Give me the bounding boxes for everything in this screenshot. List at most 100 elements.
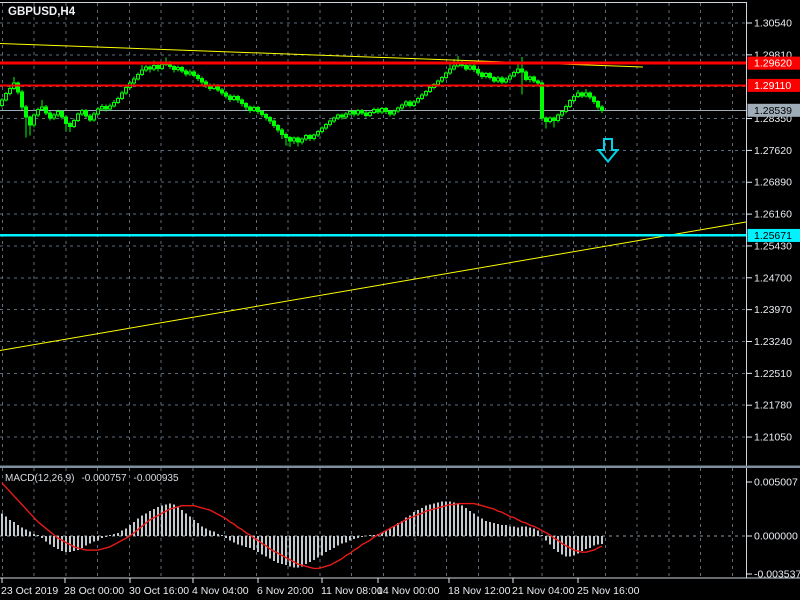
candle-bear	[480, 72, 484, 78]
candle-bull	[320, 127, 324, 133]
time-tick-label: 14 Nov 00:00	[377, 585, 440, 597]
candle-bull	[400, 104, 404, 109]
candle-bull	[144, 66, 148, 71]
candle-bear	[488, 73, 492, 79]
candle-bear	[48, 112, 52, 119]
candle-bear	[196, 74, 200, 79]
candle-bull	[72, 119, 76, 127]
candle-bear	[24, 106, 28, 118]
candlestick-series	[0, 56, 604, 147]
candle-bear	[588, 92, 592, 98]
candle-bull	[304, 135, 308, 140]
candle-bear	[220, 89, 224, 94]
candle-bull	[8, 87, 12, 95]
candle-bull	[328, 120, 332, 126]
candle-bull	[160, 63, 164, 69]
candle-bear	[544, 117, 548, 123]
candle-bull	[396, 107, 400, 112]
candle-bull	[568, 100, 572, 107]
candle-bear	[536, 80, 540, 84]
candle-bull	[548, 117, 552, 123]
candle-bull	[92, 113, 96, 121]
candle-bear	[308, 135, 312, 140]
candle-bull	[136, 73, 140, 80]
candle-bear	[244, 103, 248, 108]
candle-bear	[236, 96, 240, 101]
candle-bear	[592, 96, 596, 103]
candle-bull	[444, 72, 448, 79]
price-badge-label: 1.29110	[754, 80, 791, 92]
price-badge	[747, 103, 800, 117]
candle-bull	[76, 113, 80, 121]
candle-bull	[100, 105, 104, 110]
candle-bear	[248, 106, 252, 111]
candle-bull	[564, 105, 568, 113]
candle-bull	[292, 137, 296, 142]
price-tick-label: 1.27620	[754, 145, 792, 157]
candle-bull	[504, 78, 508, 83]
candle-bear	[268, 117, 272, 122]
candle-bull	[32, 114, 36, 126]
price-tick-label: 1.26160	[754, 209, 792, 221]
candle-bull	[348, 111, 352, 115]
macd-axis[interactable]: 0.005007 0.000000 -0.003537	[746, 477, 800, 581]
candle-bull	[108, 105, 112, 110]
pane-divider[interactable]	[0, 465, 800, 469]
candle-bear	[264, 114, 268, 119]
ascending-trendline[interactable]	[0, 221, 747, 351]
candle-bear	[364, 112, 368, 116]
candle-bull	[572, 95, 576, 102]
candle-bear	[88, 115, 92, 121]
candle-bear	[60, 111, 64, 118]
price-tick-label: 1.23240	[754, 336, 792, 348]
candle-bull	[576, 92, 580, 97]
candle-bear	[84, 110, 88, 117]
candle-bear	[192, 71, 196, 76]
price-badge	[747, 228, 800, 242]
candle-bull	[316, 131, 320, 136]
candle-bear	[276, 125, 280, 131]
price-tick-label: 1.30540	[754, 18, 792, 30]
candle-bear	[520, 68, 524, 73]
candle-bear	[64, 116, 68, 124]
candle-bull	[188, 71, 192, 75]
candle-bear	[352, 111, 356, 115]
candle-bear	[224, 92, 228, 97]
time-tick-label: 23 Oct 2019	[1, 585, 58, 597]
price-axis[interactable]: 1.305401.298101.283501.276201.268901.261…	[746, 18, 800, 444]
candle-bull	[560, 111, 564, 116]
sell-arrow-object[interactable]	[596, 138, 620, 164]
candle-bear	[500, 77, 504, 83]
horizontal-level-lines[interactable]	[0, 61, 746, 237]
candle-bull	[336, 114, 340, 119]
price-badge-label: 1.29620	[754, 58, 792, 70]
candle-bull	[584, 92, 588, 97]
macd-signal-polyline	[1, 482, 603, 570]
candle-bull	[556, 114, 560, 122]
candle-bull	[312, 134, 316, 140]
price-badge-label: 1.25671	[754, 230, 792, 242]
candle-bear	[376, 108, 380, 113]
candle-bear	[104, 105, 108, 110]
candle-bear	[476, 69, 480, 74]
arrow-down-icon[interactable]	[596, 138, 620, 164]
candle-bull	[484, 73, 488, 78]
candle-bull	[132, 78, 136, 84]
time-axis[interactable]: 23 Oct 2019 28 Oct 00:00 30 Oct 16:00 4 Nov…	[1, 578, 640, 597]
price-tick-label: 1.25430	[754, 240, 792, 252]
macd-indicator-label: MACD(12,26,9) -0.000757 -0.000935	[5, 473, 179, 484]
time-tick-label: 28 Oct 00:00	[64, 585, 124, 597]
candle-bull	[368, 111, 372, 116]
time-tick-label: 25 Nov 16:00	[577, 585, 640, 597]
candle-bear	[200, 77, 204, 83]
macd-tick-label: 0.000000	[754, 531, 798, 543]
candle-bull	[252, 107, 256, 111]
candle-bear	[524, 71, 528, 80]
candle-bull	[152, 64, 156, 70]
macd-value-label: -0.000757	[81, 473, 126, 484]
time-tick-label: 30 Oct 16:00	[129, 585, 189, 597]
price-badge-label: 1.28539	[754, 105, 792, 117]
candle-bull	[516, 68, 520, 73]
